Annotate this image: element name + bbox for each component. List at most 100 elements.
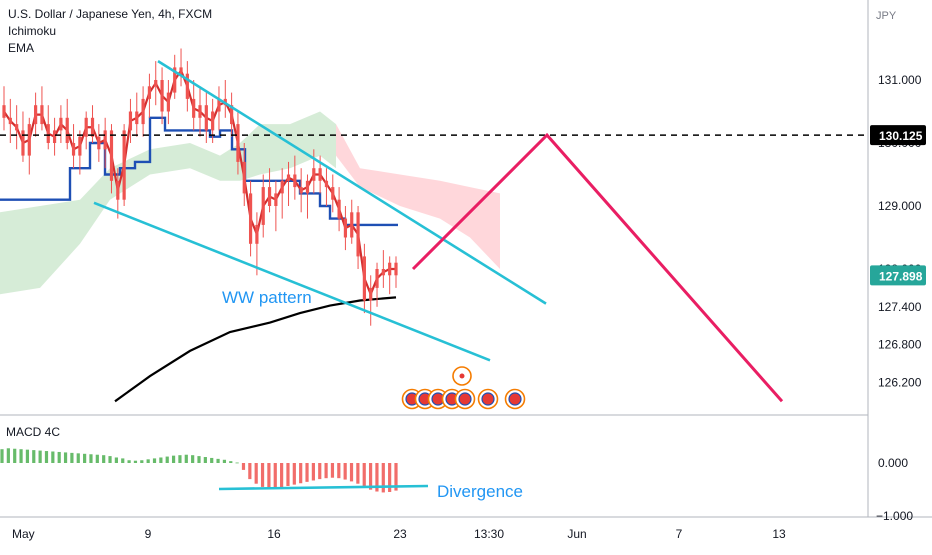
symbol-title[interactable]: U.S. Dollar / Japanese Yen, 4h, FXCM	[8, 7, 213, 21]
time-tick: 7	[676, 527, 683, 541]
macd-pane-label: MACD 4C	[6, 425, 60, 439]
indicator-ichimoku[interactable]: Ichimoku	[8, 24, 57, 38]
candle-body	[217, 98, 221, 112]
chart-legend: U.S. Dollar / Japanese Yen, 4h, FXCM Ich…	[8, 6, 212, 57]
candle-body	[280, 180, 284, 194]
currency-label: JPY	[876, 10, 897, 22]
macd-bar	[25, 449, 30, 463]
macd-bar	[89, 454, 93, 463]
macd-tick: −1.000	[876, 509, 913, 523]
us-flag-icon	[508, 392, 522, 406]
last-price-label: 127.898	[879, 269, 923, 283]
macd-bar	[171, 455, 176, 463]
ichimoku-cloud-group	[0, 111, 500, 295]
macd-bar	[0, 449, 4, 463]
macd-bar	[57, 451, 61, 463]
candle-body	[27, 124, 31, 156]
macd-bar	[38, 450, 42, 463]
time-tick: 13	[772, 527, 786, 541]
candle-body	[103, 130, 107, 150]
macd-bar	[229, 461, 233, 463]
macd-bar	[254, 463, 258, 484]
macd-bar	[267, 463, 271, 489]
candle-body	[71, 143, 76, 156]
macd-bar	[102, 455, 106, 463]
candle-body	[369, 287, 373, 301]
macd-bar	[330, 463, 335, 478]
macd-bar	[146, 459, 150, 463]
macd-bar	[311, 463, 315, 481]
macd-bar	[19, 449, 23, 463]
candle-body	[154, 80, 158, 87]
candle-body	[109, 130, 114, 181]
time-tick: 23	[393, 527, 407, 541]
macd-bar	[381, 463, 385, 493]
macd-bar	[222, 459, 227, 463]
candle-body	[122, 130, 126, 200]
candle-body	[160, 80, 164, 112]
ichimoku-cloud-bearish	[336, 124, 500, 269]
candle-body	[204, 105, 208, 131]
candle-body	[343, 218, 348, 238]
candle-body	[141, 98, 145, 125]
macd-bar	[108, 456, 112, 463]
candle-body	[8, 117, 12, 125]
macd-bar	[292, 463, 296, 485]
lower-trendline	[93, 201, 491, 362]
candle-body	[211, 111, 215, 131]
macd-bar	[235, 462, 239, 464]
macd-bar	[63, 452, 68, 463]
candle-body	[97, 136, 101, 150]
macd-bar	[13, 448, 17, 463]
macd-bar	[273, 463, 277, 489]
candle-body	[242, 161, 246, 194]
divergence-label: Divergence	[437, 482, 523, 501]
candle-body	[40, 105, 44, 125]
candle-body	[116, 180, 120, 200]
candle-body	[248, 193, 253, 244]
price-tick: 129.000	[878, 199, 922, 213]
us-flag-icon	[458, 392, 472, 406]
time-tick: 13:30	[474, 527, 504, 541]
macd-bar	[133, 460, 138, 463]
indicator-ema[interactable]: EMA	[8, 41, 35, 55]
macd-bar	[362, 463, 366, 487]
projection-path	[411, 132, 784, 403]
candle-body	[198, 105, 202, 118]
macd-bar	[70, 452, 74, 463]
price-tick: 127.400	[878, 300, 922, 314]
candle-body	[261, 187, 265, 225]
last-price-badge	[870, 265, 926, 286]
time-tick: 9	[145, 527, 152, 541]
candle-body	[362, 256, 366, 301]
candle-body	[84, 117, 88, 137]
candle-body	[185, 73, 189, 99]
macd-bar	[356, 463, 360, 484]
macd-bar	[165, 456, 169, 463]
macd-bar	[388, 463, 392, 492]
macd-bar	[191, 455, 195, 463]
macd-bar	[375, 463, 379, 492]
macd-bar	[95, 454, 99, 463]
macd-bar	[121, 458, 125, 463]
candle-body	[375, 269, 379, 288]
candle-body	[388, 262, 392, 276]
macd-bar	[184, 454, 188, 463]
candle-body	[394, 262, 398, 276]
hline-price-label: 130.125	[879, 129, 923, 143]
candle-body	[381, 269, 385, 276]
candle-body	[34, 105, 38, 125]
hline-price-badge	[870, 125, 926, 146]
candle-body	[52, 130, 57, 143]
macd-bar	[203, 457, 207, 463]
candle-body	[21, 130, 25, 156]
price-tick: 126.200	[878, 375, 922, 389]
event-dot-icon	[459, 373, 465, 379]
macd-bar	[159, 457, 163, 463]
macd-bar	[114, 457, 118, 463]
macd-bar	[318, 463, 322, 480]
macd-histogram-group	[0, 448, 398, 493]
candle-body	[286, 174, 291, 181]
